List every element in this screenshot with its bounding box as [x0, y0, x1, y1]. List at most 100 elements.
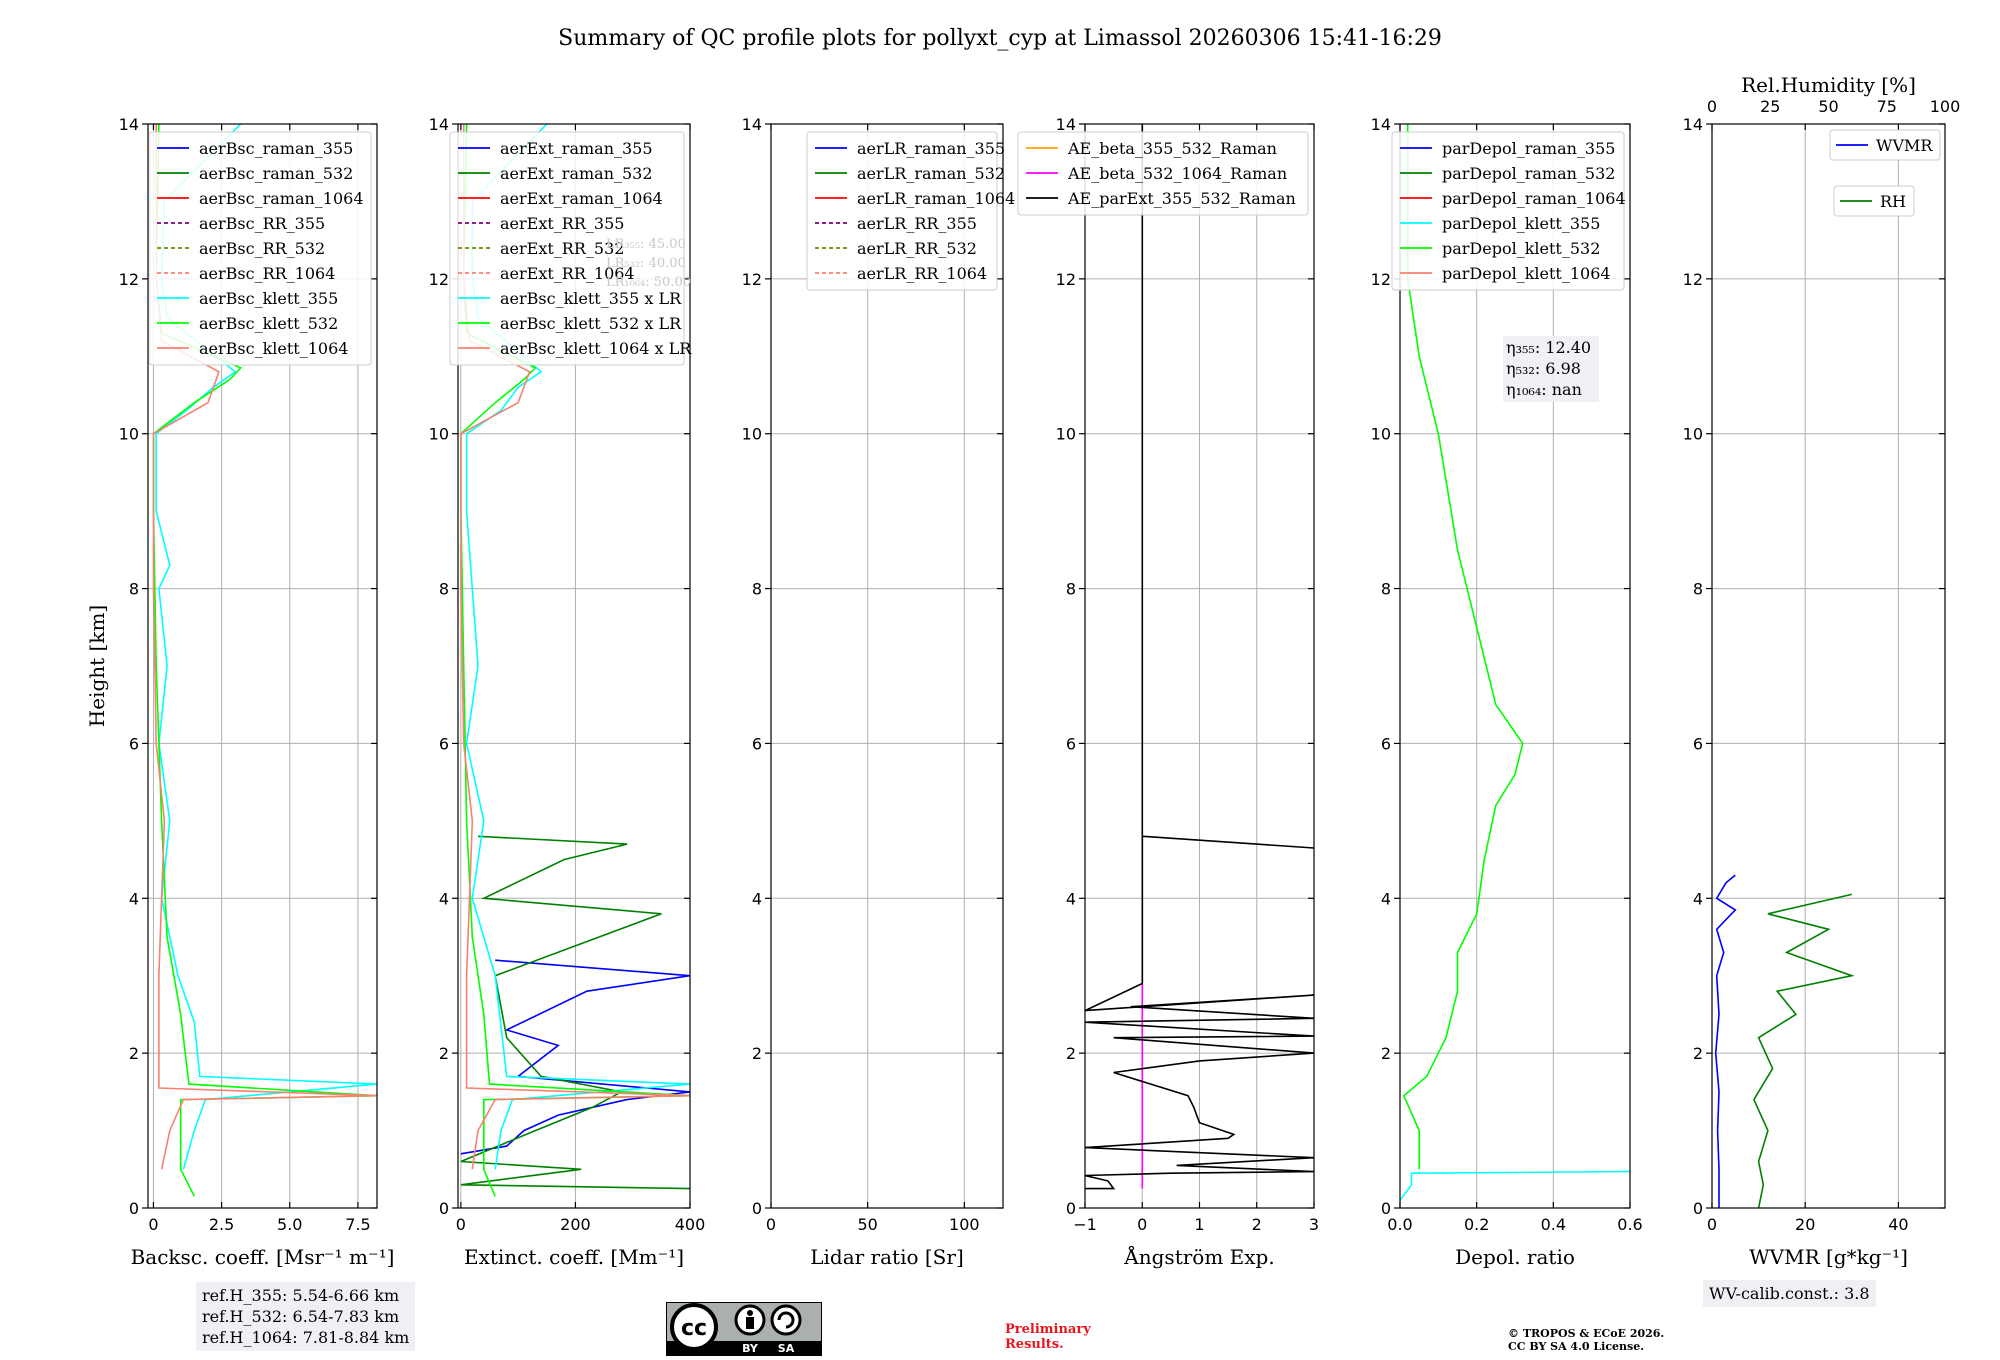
top-x-tick-label: 0	[1707, 97, 1717, 116]
legend-label: parDepol_raman_1064	[1442, 189, 1626, 208]
legend-label: aerLR_raman_1064	[857, 189, 1015, 208]
panel-depolarization: 0.0 0.2 0.4 0.6 0 2 4 6 8 10 12 14 Depol. ratio parDe…	[1371, 115, 1643, 1269]
cc-icon	[670, 1303, 718, 1351]
x-tick-label: 0.2	[1464, 1215, 1489, 1234]
legend-label: aerBsc_RR_1064	[199, 264, 335, 283]
x-tick-label: 1	[1194, 1215, 1204, 1234]
y-tick-label: 12	[742, 270, 762, 289]
legend-label: parDepol_klett_355	[1442, 214, 1600, 233]
x-tick-label: 5.0	[277, 1215, 302, 1234]
y-tick-label: 8	[1693, 580, 1703, 599]
series-parDepol_klett_532	[1402, 124, 1524, 1170]
legend-box	[1833, 185, 1915, 217]
y-tick-label: 8	[439, 580, 449, 599]
eta-annotation: η₅₃₂: 6.98	[1506, 359, 1581, 378]
copyright-note: © TROPOS & ECoE 2026. CC BY SA 4.0 Licen…	[1508, 1327, 1664, 1353]
cc-license-badge: cc BY SA	[666, 1302, 822, 1356]
y-tick-label: 12	[1371, 270, 1391, 289]
y-tick-label: 6	[1381, 734, 1391, 753]
x-tick-label: 50	[857, 1215, 877, 1234]
y-tick-label: 2	[439, 1044, 449, 1063]
series-group	[1714, 874, 1855, 1208]
legend-label: aerExt_raman_355	[500, 139, 653, 158]
legend-label: WVMR	[1876, 136, 1933, 155]
x-tick-label: 0	[1707, 1215, 1717, 1234]
x-tick-label: 40	[1888, 1215, 1908, 1234]
panel-water_vapor: 0 20 40 0 2 4 6 8 10 12 14 WVMR [g*kg⁻¹] 0 25 50 75 100 R…	[1683, 73, 1961, 1269]
x-tick-label: 400	[675, 1215, 706, 1234]
y-tick-label: 14	[429, 115, 449, 134]
axes-frame	[457, 123, 691, 1209]
y-tick-label: 4	[752, 889, 762, 908]
series-group	[1085, 124, 1314, 1190]
x-tick-label: 100	[949, 1215, 980, 1234]
y-tick-label: 10	[1683, 425, 1703, 444]
x-tick-label: 0	[766, 1215, 776, 1234]
y-tick-label: 10	[1056, 425, 1076, 444]
legend-label: aerExt_RR_532	[500, 239, 624, 258]
legend-box	[806, 131, 998, 291]
legend-label: aerExt_raman_532	[500, 164, 653, 183]
ref-height-355: ref.H_355: 5.54-6.66 km	[202, 1286, 400, 1305]
legend-label: parDepol_klett_1064	[1442, 264, 1611, 283]
x-tick-label: 7.5	[345, 1215, 370, 1234]
x-tick-label: 0.4	[1541, 1215, 1566, 1234]
legend-label: aerBsc_RR_532	[199, 239, 325, 258]
x-tick-label: −1	[1073, 1215, 1097, 1234]
series-AE_parExt_355_532_Raman	[1085, 124, 1314, 1190]
x-tick-label: 3	[1309, 1215, 1319, 1234]
legend-label: aerBsc_raman_355	[199, 139, 353, 158]
legend-label: aerBsc_klett_355	[199, 289, 338, 308]
y-tick-label: 12	[429, 270, 449, 289]
legend-label: AE_beta_532_1064_Raman	[1067, 164, 1287, 183]
panel-extinction: 0 200 400 0 2 4 6 8 10 12 14 Extinct. coeff. [Mm⁻¹]…	[429, 115, 706, 1269]
x-axis-label: Ångström Exp.	[1123, 1244, 1274, 1269]
x-tick-label: 0	[148, 1215, 158, 1234]
y-tick-label: 0	[1693, 1199, 1703, 1218]
legend-label: parDepol_raman_355	[1442, 139, 1615, 158]
eta-annotation: η₁₀₆₄: nan	[1506, 380, 1582, 399]
svg-text:SA: SA	[778, 1342, 795, 1355]
x-tick-label: 0	[456, 1215, 466, 1234]
legend-label: parDepol_raman_532	[1442, 164, 1615, 183]
legend-label: aerBsc_raman_1064	[199, 189, 364, 208]
y-tick-label: 2	[752, 1044, 762, 1063]
y-tick-label: 4	[439, 889, 449, 908]
x-tick-label: 200	[560, 1215, 591, 1234]
legend-label: parDepol_klett_532	[1442, 239, 1600, 258]
x-axis-label: Backsc. coeff. [Msr⁻¹ m⁻¹]	[131, 1245, 395, 1269]
ref-height-532: ref.H_532: 6.54-7.83 km	[202, 1307, 400, 1326]
y-tick-label: 0	[129, 1199, 139, 1218]
y-tick-label: 14	[1371, 115, 1391, 134]
legend-label: aerLR_RR_355	[857, 214, 977, 233]
legend-label: AE_beta_355_532_Raman	[1067, 139, 1277, 158]
y-tick-label: 4	[1381, 889, 1391, 908]
panel-lidar_ratio: 0 50 100 0 2 4 6 8 10 12 14 Lidar ratio [Sr] aerLR_r…	[742, 115, 1016, 1269]
share-alike-icon	[770, 1304, 802, 1336]
y-tick-label: 8	[1066, 580, 1076, 599]
legend-label: aerExt_RR_1064	[500, 264, 635, 283]
legend-box	[1017, 131, 1309, 216]
top-x-tick-label: 50	[1818, 97, 1838, 116]
svg-text:BY: BY	[742, 1342, 759, 1355]
series-group	[1400, 124, 1630, 1201]
x-tick-label: 2.5	[209, 1215, 234, 1234]
copyright-line-2: CC BY SA 4.0 License.	[1508, 1340, 1645, 1353]
axes-frame	[1399, 123, 1631, 1209]
axes-frame	[1711, 123, 1946, 1209]
y-tick-label: 14	[742, 115, 762, 134]
series-aerExt_raman_532	[460, 835, 690, 1190]
y-tick-label: 14	[1683, 115, 1703, 134]
y-tick-label: 8	[752, 580, 762, 599]
x-tick-label: 0	[1137, 1215, 1147, 1234]
preliminary-line-1: Preliminary	[1005, 1322, 1091, 1337]
series-WVMR	[1714, 874, 1737, 1208]
top-x-tick-label: 100	[1930, 97, 1961, 116]
figure-title: Summary of QC profile plots for pollyxt_…	[558, 26, 1442, 51]
wv-calibration-constant: WV-calib.const.: 3.8	[1703, 1280, 1876, 1307]
lidar-ratio-annotation: LR₃₅₅: 45.00	[606, 237, 686, 252]
y-tick-label: 0	[1381, 1199, 1391, 1218]
y-tick-label: 4	[1066, 889, 1076, 908]
x-tick-label: 0.0	[1387, 1215, 1412, 1234]
